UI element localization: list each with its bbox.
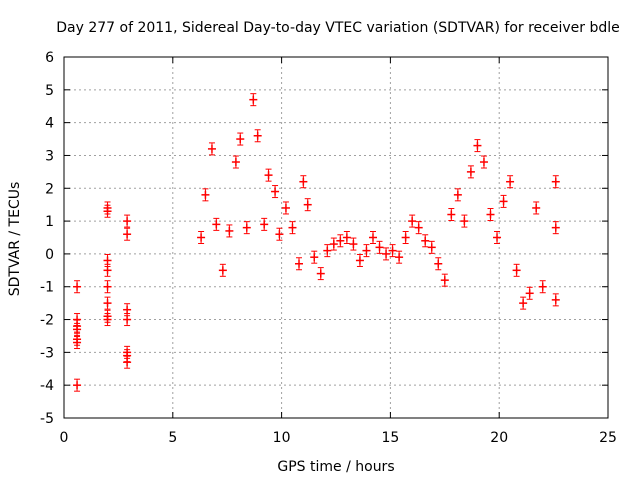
- data-point: [103, 280, 112, 294]
- data-point: [434, 257, 443, 271]
- data-point: [303, 198, 312, 212]
- data-point: [295, 257, 304, 271]
- data-point: [264, 168, 273, 182]
- axis-ticks: 0 5 10 15 20 25 -5 -4 -3 -2 -1 0 1 2 3 4 5 6: [40, 50, 617, 446]
- y-tick-label: 0: [45, 247, 54, 263]
- data-point: [316, 267, 325, 281]
- data-point: [466, 165, 475, 179]
- data-point: [382, 247, 391, 261]
- data-point: [447, 208, 456, 222]
- data-point: [368, 231, 377, 244]
- x-tick-label: 5: [168, 430, 177, 446]
- data-point: [375, 240, 384, 254]
- data-point: [525, 286, 534, 300]
- data-point: [512, 263, 521, 277]
- data-point: [460, 214, 469, 228]
- x-tick-label: 25: [599, 430, 617, 446]
- data-point: [310, 250, 319, 264]
- data-point: [473, 139, 482, 153]
- data-point: [408, 214, 417, 228]
- x-axis-label: GPS time / hours: [277, 459, 394, 475]
- data-point: [207, 142, 216, 156]
- data-point: [323, 244, 332, 258]
- data-point: [123, 313, 132, 327]
- y-tick-label: 5: [45, 83, 54, 99]
- data-point: [73, 378, 82, 392]
- data-point: [336, 234, 345, 248]
- y-tick-label: 4: [45, 116, 54, 132]
- data-point: [225, 224, 234, 238]
- y-tick-label: -1: [40, 280, 54, 296]
- data-point: [103, 263, 112, 277]
- y-tick-label: 6: [45, 50, 54, 66]
- data-point: [401, 231, 410, 244]
- data-point: [123, 227, 132, 241]
- x-tick-label: 10: [273, 430, 291, 446]
- data-point: [123, 349, 132, 363]
- data-point: [362, 244, 371, 258]
- data-point: [288, 221, 297, 235]
- data-point: [281, 201, 290, 215]
- data-point: [271, 185, 280, 199]
- data-point: [201, 188, 210, 202]
- data-point: [551, 175, 560, 189]
- data-point: [103, 204, 112, 218]
- plot-frame: [63, 56, 609, 419]
- data-point: [479, 155, 488, 169]
- y-tick-label: 1: [45, 214, 54, 230]
- data-point: [342, 231, 351, 244]
- data-point: [249, 93, 258, 107]
- data-point: [73, 332, 82, 346]
- data-point: [299, 175, 308, 189]
- data-point: [218, 263, 227, 277]
- data-point: [486, 208, 495, 222]
- data-point: [440, 273, 449, 287]
- data-point: [231, 155, 240, 169]
- x-tick-label: 20: [490, 430, 508, 446]
- data-point: [275, 227, 284, 241]
- data-point: [349, 237, 358, 251]
- y-tick-label: 2: [45, 181, 54, 197]
- data-point: [355, 253, 364, 267]
- data-point: [123, 214, 132, 228]
- y-axis-label: SDTVAR / TECUs: [7, 182, 23, 297]
- data-point: [427, 240, 436, 254]
- data-point: [197, 231, 206, 244]
- data-point: [388, 244, 397, 258]
- data-point: [421, 234, 430, 248]
- y-tick-label: -4: [40, 378, 54, 394]
- data-points: [73, 93, 560, 392]
- y-tick-label: -5: [40, 411, 54, 427]
- data-point: [499, 194, 508, 208]
- x-tick-label: 0: [60, 430, 69, 446]
- y-tick-label: -3: [40, 345, 54, 361]
- data-point: [73, 319, 82, 333]
- data-point: [212, 217, 221, 231]
- data-point: [519, 296, 528, 310]
- data-point: [395, 250, 404, 264]
- data-point: [506, 175, 515, 189]
- y-tick-label: 3: [45, 148, 54, 164]
- data-point: [453, 188, 462, 202]
- data-point: [493, 231, 502, 244]
- data-point: [538, 280, 547, 294]
- data-point: [103, 309, 112, 323]
- data-point: [551, 293, 560, 307]
- data-point: [414, 221, 423, 235]
- grid: [64, 57, 608, 418]
- data-point: [260, 217, 269, 231]
- data-point: [253, 129, 262, 143]
- data-point: [103, 296, 112, 310]
- y-tick-label: -2: [40, 313, 54, 329]
- data-point: [236, 132, 245, 146]
- data-point: [242, 221, 251, 235]
- data-point: [532, 201, 541, 215]
- data-point: [73, 280, 82, 294]
- x-tick-label: 15: [381, 430, 399, 446]
- data-point: [551, 221, 560, 235]
- chart-title: Day 277 of 2011, Sidereal Day-to-day VTE…: [56, 20, 620, 36]
- data-point: [329, 237, 338, 251]
